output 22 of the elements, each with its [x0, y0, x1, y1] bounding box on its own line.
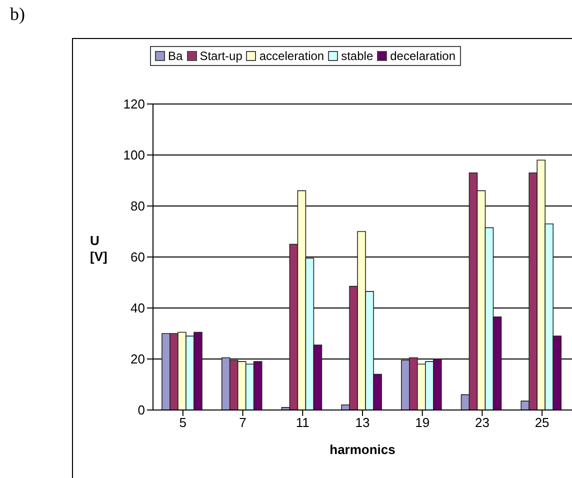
x-tick-label: 7: [239, 415, 246, 430]
legend-label: Start-up: [198, 49, 242, 63]
x-tick-label: 19: [415, 415, 430, 430]
x-tick-label: 23: [474, 415, 490, 430]
legend-label: decelaration: [389, 49, 456, 63]
y-tick-label: 80: [130, 198, 145, 214]
y-tick-label: 100: [123, 148, 145, 163]
y-tick-label: 40: [130, 300, 145, 316]
x-tick-label: 11: [296, 415, 310, 430]
x-tick-label: 25: [534, 415, 550, 430]
legend-label: stable: [340, 49, 374, 63]
x-axis-title: harmonics: [330, 442, 396, 457]
legend-label: acceleration: [258, 49, 324, 63]
y-tick-label: 0: [138, 402, 145, 418]
y-axis-title: U [V]: [90, 233, 108, 264]
x-tick-label: 13: [355, 415, 370, 430]
chart-title: b): [10, 4, 25, 25]
x-tick-label: 5: [179, 415, 187, 430]
legend-label: Ba: [167, 49, 183, 63]
y-tick-label: 120: [123, 96, 145, 112]
y-tick-label: 60: [130, 250, 145, 265]
y-tick-label: 20: [130, 352, 145, 367]
